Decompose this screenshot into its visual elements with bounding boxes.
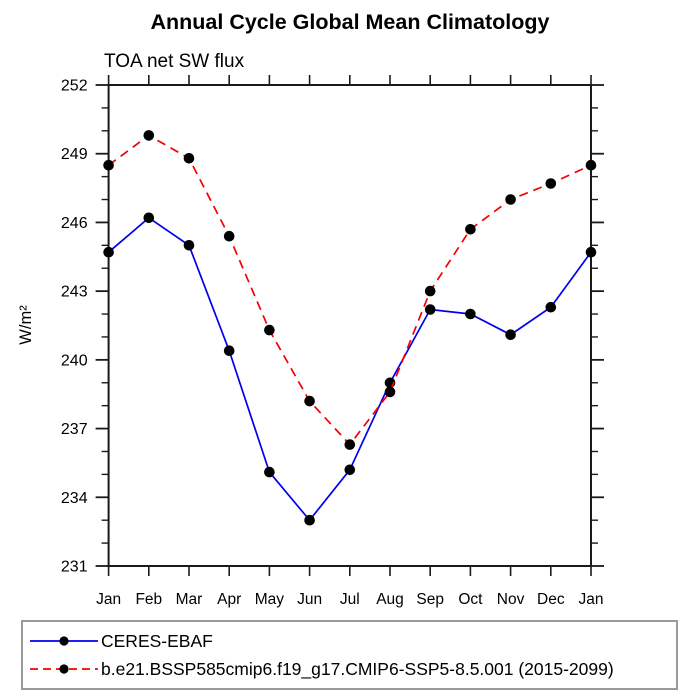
x-tick-label: Feb <box>135 591 162 608</box>
data-point-marker <box>223 345 235 357</box>
annual-cycle-plot: Annual Cycle Global Mean Climatology TOA… <box>17 10 604 609</box>
data-point-marker <box>424 304 436 315</box>
x-tick-label: Jan <box>96 591 121 608</box>
legend-item-model: b.e21.BSSP585cmip6.f19_g17.CMIP6-SSP5-8.… <box>23 656 676 682</box>
y-axis-label: W/m² <box>17 305 35 345</box>
data-point-marker <box>223 230 235 242</box>
x-tick-label: May <box>255 591 285 608</box>
y-tick-label: 237 <box>61 421 88 438</box>
data-point-marker <box>585 159 597 171</box>
data-point-marker <box>264 324 275 336</box>
data-point-marker <box>103 159 114 171</box>
data-point-marker <box>505 194 516 205</box>
data-point-marker <box>264 466 275 478</box>
data-point-marker <box>143 212 155 224</box>
x-tick-label: Dec <box>537 591 565 608</box>
x-tick-label: Jul <box>340 591 360 608</box>
x-tick-label: Oct <box>458 591 483 608</box>
y-tick-label: 234 <box>61 490 88 507</box>
data-point-marker <box>183 153 195 164</box>
chart-subtitle: TOA net SW flux <box>104 51 245 72</box>
legend-line-sample-solid <box>30 636 98 646</box>
x-tick-label: Aug <box>376 591 404 608</box>
chart-title: Annual Cycle Global Mean Climatology <box>150 10 549 34</box>
data-point-marker <box>384 386 396 398</box>
y-tick-label: 243 <box>61 284 88 301</box>
legend-label-model: b.e21.BSSP585cmip6.f19_g17.CMIP6-SSP5-8.… <box>101 658 614 679</box>
y-tick-label: 246 <box>61 215 88 232</box>
data-point-marker <box>143 130 155 141</box>
data-point-marker <box>465 224 476 235</box>
x-tick-label: Mar <box>176 591 203 608</box>
x-tick-label: Apr <box>217 591 241 608</box>
data-series <box>103 130 597 526</box>
data-point-marker <box>344 464 356 476</box>
legend: CERES-EBAF b.e21.BSSP585cmip6.f19_g17.CM… <box>21 620 678 690</box>
data-point-marker <box>545 301 557 313</box>
data-point-marker <box>505 329 516 341</box>
data-point-marker <box>304 514 315 526</box>
legend-item-ceres-ebaf: CERES-EBAF <box>23 628 676 654</box>
x-tick-label: Sep <box>416 591 444 608</box>
legend-label-ceres-ebaf: CERES-EBAF <box>101 630 213 651</box>
legend-marker-icon <box>59 664 69 674</box>
data-point-marker <box>344 439 356 450</box>
data-point-marker <box>103 246 114 258</box>
data-point-marker <box>545 178 557 189</box>
x-tick-label: Jan <box>579 591 604 608</box>
y-tick-label: 240 <box>61 352 88 369</box>
data-point-marker <box>465 308 476 320</box>
tick-labels: 231 234 237 240 243 246 249 252 Jan Feb Mar Apr May J… <box>61 78 604 609</box>
y-tick-label: 252 <box>61 78 88 95</box>
data-point-marker <box>585 246 597 258</box>
y-tick-label: 249 <box>61 146 88 163</box>
axes <box>95 75 604 576</box>
series-line <box>108 134 592 446</box>
y-tick-label: 231 <box>61 559 88 576</box>
x-tick-label: Jun <box>297 591 322 608</box>
data-point-marker <box>183 240 195 251</box>
data-point-marker <box>304 395 315 407</box>
x-tick-label: Nov <box>497 591 525 608</box>
data-point-marker <box>424 285 436 297</box>
legend-marker-icon <box>59 636 69 646</box>
legend-line-sample-dashed <box>30 664 98 674</box>
